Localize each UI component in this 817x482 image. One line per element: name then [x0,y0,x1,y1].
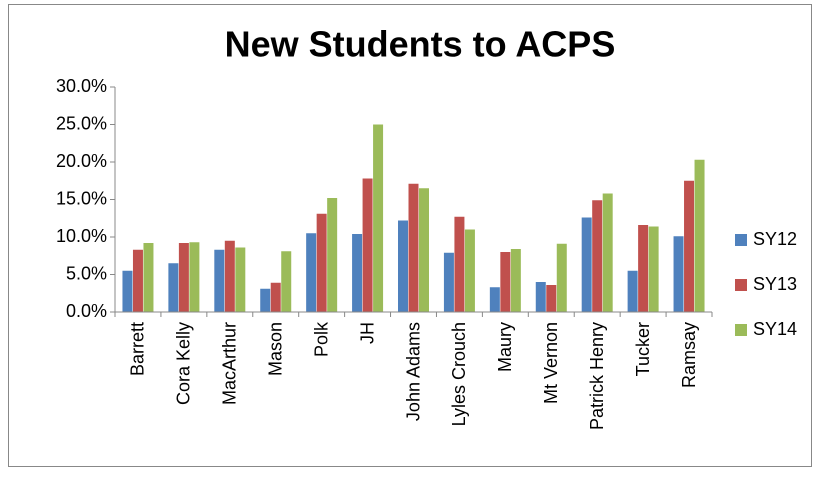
bar [648,226,659,312]
bar [260,288,271,312]
bar [443,252,454,312]
bar [464,229,475,312]
bar [214,249,225,312]
bar [398,220,408,312]
bar [602,193,613,312]
bar [408,183,419,312]
bar [489,287,500,312]
bar [546,285,557,312]
bar [673,236,684,312]
y-tick-label: 30.0% [56,76,107,96]
legend-swatch [735,324,747,336]
bar [638,225,649,312]
bar [627,270,638,312]
x-tick-label: Ramsay [679,322,699,388]
y-tick-label: 5.0% [66,263,107,283]
legend-label: SY13 [753,274,797,294]
bar [592,200,603,312]
bar [306,233,317,312]
x-tick-label: Barrett [128,322,148,376]
bar [352,234,363,312]
bar [189,242,200,312]
bar [500,252,511,312]
bar [419,188,429,312]
bar [510,249,521,312]
bar [143,243,154,312]
x-tick-label: MacArthur [220,322,240,405]
x-tick-label: Mason [265,322,285,376]
bar [327,198,338,312]
bar [178,243,189,312]
x-tick-label: Cora Kelly [174,322,194,405]
y-tick-label: 25.0% [56,113,107,133]
bar [132,249,143,312]
x-tick-label: Maury [495,322,515,372]
bar [224,240,235,312]
y-tick-label: 15.0% [56,188,107,208]
legend-label: SY14 [753,319,797,339]
bar [235,247,246,312]
bar [316,213,327,312]
y-tick-label: 0.0% [66,301,107,321]
x-tick-label: Patrick Henry [587,322,607,430]
y-tick-label: 10.0% [56,226,107,246]
bar [168,263,179,312]
y-tick-label: 20.0% [56,151,107,171]
legend-label: SY12 [753,229,797,249]
bar [581,217,592,312]
x-tick-label: Polk [311,321,331,357]
bar [535,282,546,312]
x-tick-label: JH [357,322,377,344]
bar [694,159,705,312]
chart-title: New Students to ACPS [225,24,616,65]
legend-swatch [735,234,747,246]
legend-swatch [735,279,747,291]
x-tick-label: Mt Vernon [541,322,561,404]
bar [270,282,281,312]
bar [684,180,695,312]
x-tick-label: Lyles Crouch [449,322,469,426]
bar [556,243,567,312]
bar [454,216,465,312]
x-tick-label: John Adams [403,322,423,421]
bar [281,251,292,312]
bar [362,178,373,312]
x-tick-label: Tucker [633,322,653,376]
bar [122,270,133,312]
bar [373,124,384,312]
